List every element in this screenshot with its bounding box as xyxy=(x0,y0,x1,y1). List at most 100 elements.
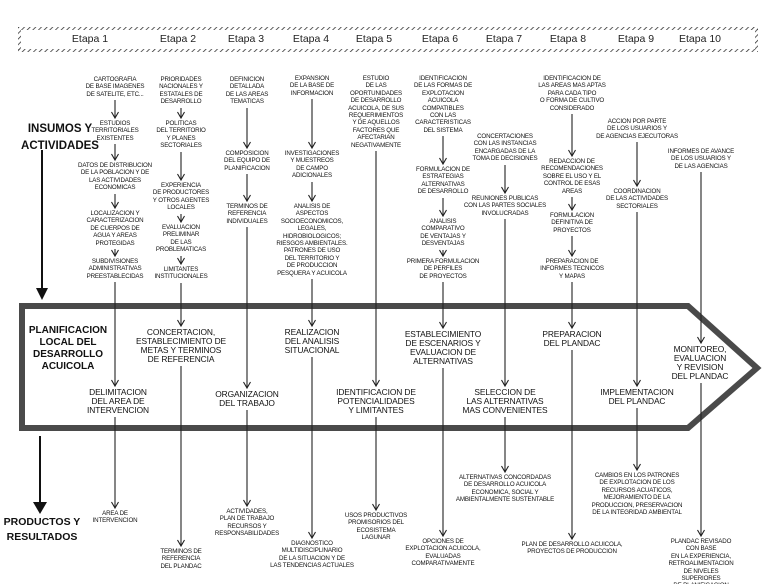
input-activity: REUNIONES PUBLICAS CON LAS PARTES SOCIAL… xyxy=(463,195,547,217)
process-step: PREPARACION DEL PLANDAC xyxy=(542,329,602,348)
band-label: PLANIFICACION LOCAL DEL DESARROLLO ACUIC… xyxy=(28,325,108,372)
input-activity: IDENTIFICACION DE LAS AREAS MAS APTAS PA… xyxy=(538,75,606,112)
process-step: MONITOREO, EVALUACION Y REVISION DEL PLA… xyxy=(671,344,729,381)
arrowhead-icon xyxy=(501,379,509,388)
input-activity: REDACCION DE RECOMENDACIONES SOBRE EL US… xyxy=(541,158,603,195)
arrowhead-icon xyxy=(372,503,380,512)
stage-label: Etapa 6 xyxy=(421,33,459,45)
arrowhead-icon xyxy=(177,319,185,328)
arrowhead-icon xyxy=(111,501,119,510)
inputs-down-arrow xyxy=(36,150,48,300)
arrowhead-icon xyxy=(177,257,185,266)
process-step: CONCERTACION, ESTABLECIMIENTO DE METAS Y… xyxy=(135,327,227,364)
input-activity: EXPERIENCIA DE PRODUCTORES Y OTROS AGENT… xyxy=(152,182,210,212)
arrowhead-icon xyxy=(111,249,119,258)
stage-header-bar xyxy=(18,27,758,52)
input-activity: CARTOGRAFIA DE BASE IMAGENES DE SATELITE… xyxy=(85,76,145,98)
stage-label: Etapa 2 xyxy=(159,33,197,45)
arrowhead-icon xyxy=(243,141,251,150)
product-result: DIAGNOSTICO MULTIDISCIPLINARIO DE LA SIT… xyxy=(270,540,354,570)
input-activity: PREPARACION DE INFORMES TECNICOS Y MAPAS xyxy=(540,258,604,280)
arrowhead-icon xyxy=(568,249,576,258)
arrowhead-icon xyxy=(111,379,119,388)
arrowhead-icon xyxy=(177,539,185,548)
stage-label: Etapa 7 xyxy=(485,33,523,45)
input-activity: IDENTIFICACION DE LAS FORMAS DE EXPLOTAC… xyxy=(413,75,473,134)
input-activity: PRIMERA FORMULACION DE PERFILES DE PROYE… xyxy=(406,258,480,280)
input-activity: FORMULACION DE ESTRATEGIAS ALTERNATIVAS … xyxy=(416,166,470,196)
stage-label: Etapa 4 xyxy=(292,33,330,45)
input-activity: INVESTIGACIONES Y MUESTREOS DE CAMPO ADI… xyxy=(284,150,340,180)
input-activity: SUBDIVISIONES ADMINISTRATIVAS PREESTABLE… xyxy=(86,258,144,280)
input-activity: DATOS DE DISTRIBUCION DE LA POBLACION Y … xyxy=(78,162,152,192)
product-result: ALTERNATIVAS CONCORDADAS DE DESARROLLO A… xyxy=(455,474,555,504)
arrowhead-icon xyxy=(697,336,705,345)
arrowhead-icon xyxy=(697,529,705,538)
input-activity: CONCERTACIONES CON LAS INSTANCIAS ENCARG… xyxy=(472,133,538,163)
arrowhead-icon xyxy=(243,499,251,508)
product-result: ACTIVIDADES, PLAN DE TRABAJO RECURSOS Y … xyxy=(214,508,280,538)
process-step: IMPLEMENTACION DEL PLANDAC xyxy=(600,387,674,406)
process-step: ORGANIZACION DEL TRABAJO xyxy=(215,389,279,408)
stage-label: Etapa 8 xyxy=(549,33,587,45)
input-activity: COORDINACION DE LAS ACTIVIDADES SECTORIA… xyxy=(606,188,668,210)
product-result: OPCIONES DE EXPLOTACION ACUICOLA, EVALUA… xyxy=(405,538,481,568)
product-result: USOS PRODUCTIVOS PROMISORIOS DEL ECOSIST… xyxy=(344,512,408,542)
process-step: IDENTIFICACION DE POTENCIALIDADES Y LIMI… xyxy=(336,387,416,415)
input-activity: LOCALIZACION Y CARACTERIZACION DE CUERPO… xyxy=(86,210,144,247)
product-result: AREA DE INTERVENCION xyxy=(92,510,138,525)
arrowhead-icon xyxy=(568,321,576,330)
arrowhead-icon xyxy=(177,173,185,182)
input-activity: EXPANSION DE LA BASE DE INFORMACION xyxy=(289,75,335,97)
arrowhead-icon xyxy=(568,203,576,212)
arrowhead-icon xyxy=(633,379,641,388)
input-activity: ESTUDIO DE LAS OPORTUNIDADES DE DESARROL… xyxy=(348,75,404,149)
input-activity: LIMITANTES INSTITUCIONALES xyxy=(154,266,208,281)
input-activity: TERMINOS DE REFERENCIA INDIVIDUALES xyxy=(226,203,268,225)
product-result: PLANDAC REVISADO CON BASE EN LA EXPERIEN… xyxy=(668,538,734,584)
process-band-arrow xyxy=(19,303,762,431)
process-step: SELECCION DE LAS ALTERNATIVAS MAS CONVEN… xyxy=(462,387,548,415)
arrowhead-icon xyxy=(439,321,447,330)
input-activity: PRIORIDADES NACIONALES Y ESTATALES DE DE… xyxy=(159,76,203,106)
arrowhead-icon xyxy=(439,529,447,538)
arrowhead-icon xyxy=(439,249,447,258)
arrowhead-icon xyxy=(633,463,641,472)
input-activity: DEFINICION DETALLADA DE LAS AREAS TEMATI… xyxy=(225,76,269,106)
arrowhead-icon xyxy=(568,149,576,158)
process-step: DELIMITACION DEL AREA DE INTERVENCION xyxy=(87,387,149,415)
arrowhead-icon xyxy=(439,157,447,166)
arrowhead-icon xyxy=(177,215,185,224)
input-activity: POLITICAS DEL TERRITORIO Y PLANES SECTOR… xyxy=(156,120,206,150)
arrowhead-icon xyxy=(177,111,185,120)
outputs-down-arrow xyxy=(33,436,47,514)
stage-label: Etapa 1 xyxy=(71,33,109,45)
arrowhead-icon xyxy=(243,194,251,203)
arrowhead-icon xyxy=(111,111,119,120)
input-activity: ANALISIS DE ASPECTOS SOCIOECONOMICOS, LE… xyxy=(276,203,348,277)
outputs-label: PRODUCTOS Y RESULTADOS xyxy=(3,516,81,543)
stage-label: Etapa 9 xyxy=(617,33,655,45)
input-activity: INFORMES DE AVANCE DE LOS USUARIOS Y DE … xyxy=(667,148,735,170)
input-activity: FORMULACION DEFINITIVA DE PROYECTOS xyxy=(549,212,595,234)
arrowhead-icon xyxy=(308,531,316,540)
product-result: PLAN DE DESARROLLO ACUICOLA, PROYECTOS D… xyxy=(521,541,623,556)
stage-label: Etapa 3 xyxy=(227,33,265,45)
process-step: REALIZACION DEL ANALISIS SITUACIONAL xyxy=(284,327,340,355)
arrowhead-icon xyxy=(501,186,509,195)
process-step: ESTABLECIMIENTO DE ESCENARIOS Y EVALUACI… xyxy=(404,329,482,366)
product-result: TERMINOS DE REFERENCIA DEL PLANDAC xyxy=(160,548,202,570)
arrowhead-icon xyxy=(111,153,119,162)
arrowhead-icon xyxy=(501,465,509,474)
arrowhead-icon xyxy=(243,381,251,390)
arrowhead-icon xyxy=(308,194,316,203)
arrowhead-icon xyxy=(568,532,576,541)
inputs-label: INSUMOS Y ACTIVIDADES xyxy=(21,123,99,152)
arrowhead-icon xyxy=(308,319,316,328)
arrowhead-icon xyxy=(372,379,380,388)
arrowhead-icon xyxy=(111,201,119,210)
input-activity: ACCION POR PARTE DE LOS USUARIOS Y DE AG… xyxy=(596,118,678,140)
stage-label: Etapa 5 xyxy=(355,33,393,45)
